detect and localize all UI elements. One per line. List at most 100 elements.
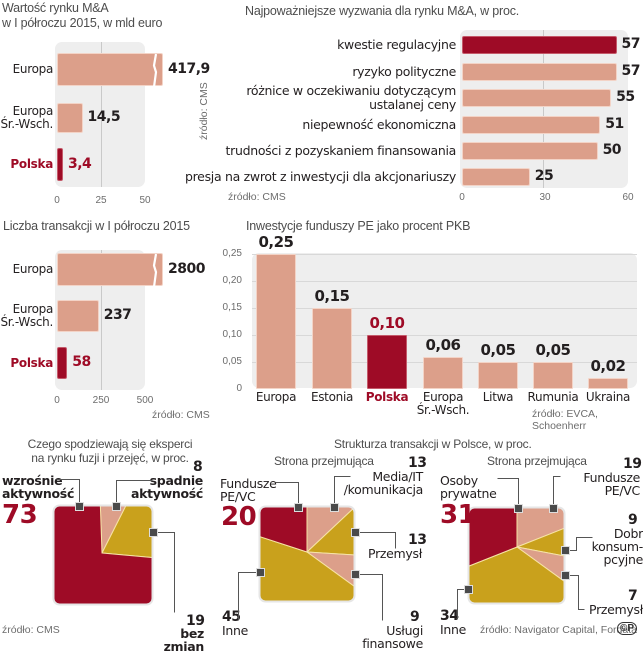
pe-gdp-value-estonia: 0,15 bbox=[314, 287, 350, 305]
axis-break-icon bbox=[152, 253, 158, 288]
label-line: Polska bbox=[365, 390, 409, 404]
pe-gdp-value-rumunia: 0,05 bbox=[535, 341, 571, 359]
label-line: różnice w oczekiwaniu dotyczącym bbox=[246, 83, 456, 98]
pe-gdp-label-europa: Europa bbox=[241, 391, 311, 404]
ma-value-bar-europa-sr-wsch bbox=[57, 103, 83, 133]
pe-gdp-ytick-5: 0,25 bbox=[222, 248, 242, 259]
pe-gdp-label-polska: Polska bbox=[352, 391, 422, 404]
acq1-value-media: 13 bbox=[408, 455, 427, 471]
challenges-tick-60: 60 bbox=[622, 192, 634, 203]
challenges-label-roznice-w-oczekiwaniu-dotyczacym-ustalanej-ceny: różnice w oczekiwaniu dotyczącym ustalane… bbox=[180, 84, 456, 112]
pe-gdp-value-polska: 0,10 bbox=[369, 314, 405, 332]
challenges-label-presja-na-zwrot-z-inwestycji-dla-akcjonariuszy: presja na zwrot z inwestycji dla akcjona… bbox=[180, 170, 456, 184]
ma-value-label-europa: Europa bbox=[0, 63, 54, 76]
acq1-label-fundusze: Fundusze PE/VC bbox=[220, 477, 290, 503]
experts-label-wzrosnie: wzrośnie aktywność bbox=[2, 474, 92, 500]
label-line: Europa bbox=[12, 262, 54, 276]
label-line: aktywność bbox=[2, 486, 75, 501]
transactions-bar-europa bbox=[57, 253, 163, 288]
acq1-label-inne: Inne bbox=[222, 624, 262, 637]
acq1-fundusze-marker-icon bbox=[294, 503, 303, 512]
acq2-slices bbox=[468, 507, 565, 604]
challenges-bar-kwestie-regulacyjne bbox=[462, 36, 617, 54]
acq1-frame bbox=[258, 505, 356, 603]
label-line: Ukraina bbox=[585, 390, 631, 404]
acq2-slice-przemysl bbox=[516, 546, 565, 604]
ma-value-title-line1: Wartość rynku M&A bbox=[2, 1, 109, 15]
acq1-slice-uslugi-finansowe bbox=[305, 551, 355, 602]
acq2-fundusze-leader-line bbox=[553, 476, 561, 508]
acq1-przemysl-marker-icon bbox=[351, 528, 360, 537]
experts-wzrosnie-marker-icon bbox=[75, 502, 84, 511]
ma-value-bar-polska bbox=[57, 148, 63, 181]
label-line: bez zmian bbox=[163, 626, 205, 654]
acq2-label-inne: Inne bbox=[440, 623, 480, 636]
pe-gdp-value-europa-sr-wsch: 0,06 bbox=[425, 335, 461, 354]
pe-gdp-label-europa-sr-wsch: Europa Śr.-Wsch. bbox=[408, 391, 478, 417]
experts-pie bbox=[52, 504, 154, 606]
transactions-bar-polska bbox=[57, 347, 68, 379]
pe-gdp-title: Inwestycje funduszy PE jako procent PKB bbox=[246, 219, 471, 233]
label-line: Estonia bbox=[310, 390, 354, 404]
label-line: /komunikacja bbox=[343, 482, 424, 497]
acq1-uslugi-marker-icon bbox=[351, 570, 360, 579]
acq2-fundusze-marker-icon bbox=[549, 504, 558, 513]
transactions-label-europa: Europa bbox=[0, 262, 54, 276]
acq1-uslugi-leader-line bbox=[355, 574, 383, 621]
acq1-value-przemysl: 13 bbox=[408, 532, 427, 548]
label-line: Dobr bbox=[613, 526, 643, 541]
challenges-bar-trudnosci-z-pozyskaniem-finansowania bbox=[462, 142, 598, 160]
experts-slice-spadnie-aktywnosc bbox=[97, 505, 153, 554]
label-line: presja na zwrot z inwestycji dla akcjona… bbox=[184, 169, 456, 184]
acq1-inne-leader-line bbox=[238, 572, 261, 621]
acq1-slice-przemysl bbox=[305, 506, 355, 560]
acq2-przemysl-leader-line bbox=[565, 575, 585, 610]
challenges-bar-niepewnosc-ekonomiczna bbox=[462, 116, 601, 134]
pe-gdp-value-europa: 0,25 bbox=[258, 233, 294, 251]
acq1-slices bbox=[259, 506, 355, 602]
label-line: niepewność ekonomiczna bbox=[302, 117, 456, 132]
acq2-dobra-marker-icon bbox=[561, 546, 570, 555]
acq1-fundusze-leader-line bbox=[275, 482, 299, 507]
label-line: Europa bbox=[12, 104, 54, 118]
experts-frame bbox=[52, 504, 154, 606]
label-line: Osoby bbox=[440, 473, 478, 488]
pe-gdp-bar-estonia bbox=[312, 308, 352, 389]
pe-gdp-value-litwa: 0,05 bbox=[480, 341, 516, 359]
acq1-label-uslugi: Usługi finansowe bbox=[330, 624, 423, 650]
acq2-przemysl-marker-icon bbox=[561, 571, 570, 580]
ma-value-title: Wartość rynku M&A w I półroczu 2015, w m… bbox=[2, 1, 162, 31]
label-line: Inne bbox=[222, 623, 249, 638]
experts-value-bez-zmian: 19 bbox=[186, 613, 205, 629]
experts-source: źródło: CMS bbox=[2, 624, 60, 636]
label-line: Inne bbox=[440, 622, 467, 637]
pe-gdp-source: źródło: EVCA, Schoenherr bbox=[532, 408, 598, 432]
pe-gdp-bar-polska bbox=[367, 335, 407, 389]
transactions-tick-0: 0 bbox=[54, 395, 60, 406]
experts-value-spadnie: 8 bbox=[193, 459, 203, 475]
acq1-label-przemysl: Przemysł bbox=[350, 547, 422, 560]
label-line: aktywność bbox=[130, 486, 203, 501]
pe-gdp-ytick-2: 0,10 bbox=[222, 329, 242, 340]
acq2-pie bbox=[467, 506, 566, 605]
label-line: Litwa bbox=[482, 390, 514, 404]
label-line: Polska bbox=[10, 355, 53, 370]
label-line: Polska bbox=[10, 157, 53, 171]
acq2-value-inne: 34 bbox=[440, 608, 459, 624]
challenges-bar-ryzyko-polityczne bbox=[462, 63, 617, 81]
label-line: Rumunia bbox=[527, 390, 579, 404]
pe-gdp-gridline-2 bbox=[252, 335, 637, 336]
ma-value-tick-25: 25 bbox=[95, 195, 107, 206]
challenges-value-ryzyko-polityczne: 57 bbox=[621, 63, 641, 79]
challenges-value-presja-na-zwrot-z-inwestycji-dla-akcjonariuszy: 25 bbox=[534, 168, 554, 184]
experts-slice-wzrosnie-aktywnosc bbox=[53, 505, 153, 605]
acq1-slice-media-it-komunikacja bbox=[306, 506, 355, 554]
ma-value-tick-0: 0 bbox=[54, 195, 60, 206]
pe-gdp-label-estonia: Estonia bbox=[297, 391, 367, 404]
acq2-value-osoby: 31 bbox=[440, 500, 476, 530]
experts-title: Czego spodziewają się eksperci na rynku … bbox=[20, 437, 200, 465]
experts-slice-bez-zmian bbox=[101, 505, 153, 565]
label-line: Przemysł bbox=[368, 546, 422, 561]
challenges-plot-area bbox=[460, 30, 628, 188]
label-line: Fundusze bbox=[583, 470, 640, 485]
